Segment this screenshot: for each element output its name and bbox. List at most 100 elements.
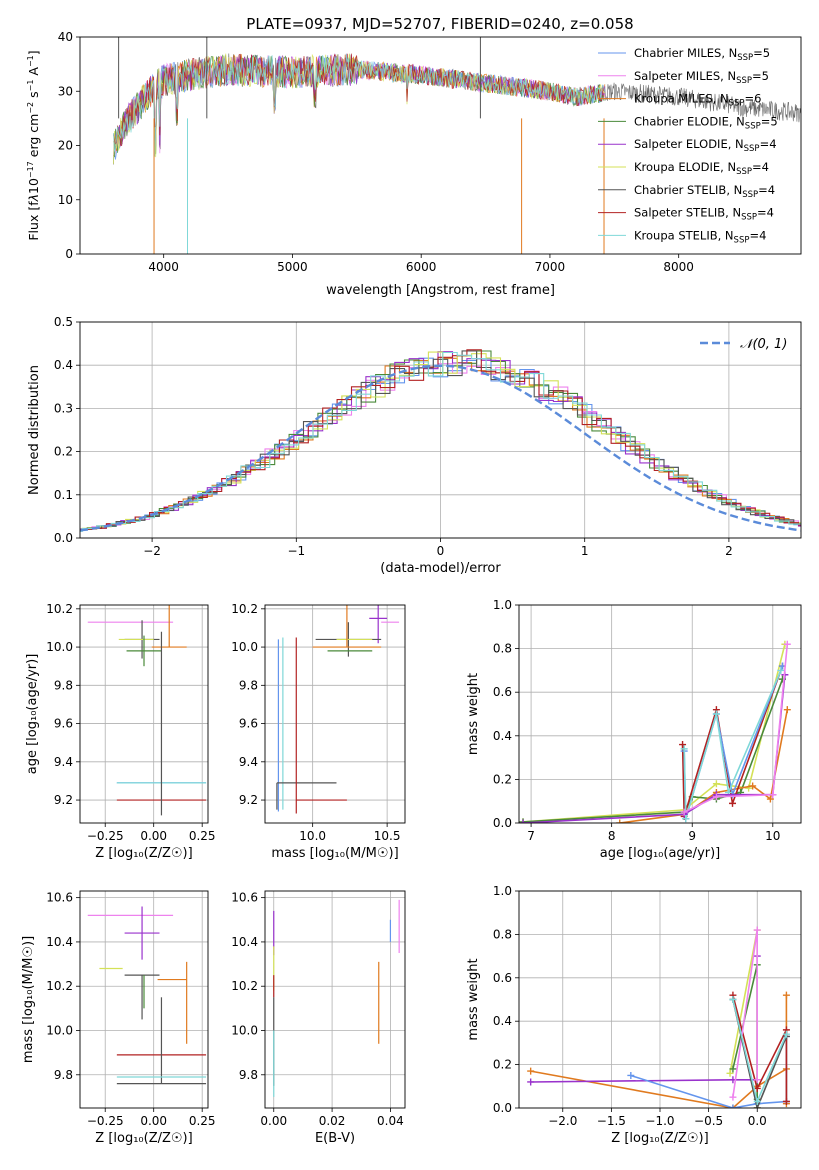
histogram-series <box>80 350 801 531</box>
weight-point-marker <box>783 706 791 714</box>
grid-lines <box>265 605 405 823</box>
y-tick-label: 0 <box>65 247 73 261</box>
weight-point-marker <box>712 793 720 801</box>
weight-point-marker <box>712 780 720 788</box>
y-tick-label: 9.6 <box>239 717 258 731</box>
legend-entry: Kroupa MILES, NSSP=6 <box>634 92 761 109</box>
y-tick-label: 0.8 <box>493 642 512 656</box>
weight-point-marker <box>783 640 791 648</box>
y-axis-label: mass weight <box>466 958 481 1040</box>
histogram-series <box>80 350 801 531</box>
axes-frame <box>79 890 209 1109</box>
y-tick-label: 0.3 <box>54 401 73 415</box>
x-tick-label: 0.02 <box>319 1114 346 1128</box>
weight-series-line <box>530 995 788 1108</box>
y-tick-label: 0.4 <box>54 358 73 372</box>
age-vs-mass-plot: 10.0 10.5 9.2 9.4 9.6 9.8 10.0 10.2 mass [log₁₀(… <box>231 602 406 861</box>
axes-frame <box>264 890 406 1109</box>
y-tick-label: 10.4 <box>231 935 258 949</box>
weight-series-line <box>530 956 758 1083</box>
x-axis-label: (data-model)/error <box>380 561 501 576</box>
y-tick-label: 0.8 <box>493 927 512 941</box>
y-tick-label: 0.5 <box>54 315 73 329</box>
mass-vs-ebv-plot: 0.00 0.02 0.04 9.8 10.0 10.2 10.4 10.6 E(B-V) <box>231 890 406 1146</box>
mass-weight-vs-age-plot: 7 8 9 10 0.0 0.2 0.4 0.6 0.8 1.0 age [log₁₀(age/yr… <box>466 598 802 861</box>
legend-entry: Salpeter ELODIE, NSSP=4 <box>634 137 777 154</box>
y-tick-label: 10.6 <box>231 891 258 905</box>
weight-point-marker <box>769 791 777 799</box>
weight-point-marker <box>729 1065 737 1073</box>
figure-title: PLATE=0937, MJD=52707, FIBERID=0240, z=0… <box>246 15 633 33</box>
y-tick-label: 10.2 <box>231 602 258 616</box>
y-tick-label: 0.6 <box>493 971 512 985</box>
y-tick-label: 1.0 <box>493 884 512 898</box>
weight-point-marker <box>753 1104 761 1108</box>
y-axis-label: mass weight <box>466 673 481 755</box>
y-tick-label: 10.0 <box>231 1024 258 1038</box>
x-tick-label: 10.5 <box>374 829 401 843</box>
weight-point-marker <box>729 1104 737 1108</box>
histogram-series <box>80 351 801 532</box>
x-tick-label: 8 <box>608 829 616 843</box>
y-axis-label: Normed distribution <box>27 365 42 495</box>
weight-point-marker <box>680 745 688 753</box>
weight-point-marker <box>745 784 753 792</box>
y-tick-label: 9.2 <box>54 793 73 807</box>
weight-point-marker <box>616 819 624 823</box>
weight-point-marker <box>627 1071 635 1079</box>
y-tick-label: 40 <box>58 30 73 44</box>
spectrum-plot: 4000 5000 6000 7000 8000 0 10 20 30 40 wavelength … <box>26 30 802 298</box>
x-tick-label: 0.00 <box>140 829 167 843</box>
weight-point-marker <box>782 991 790 999</box>
legend-entry: Chabrier ELODIE, NSSP=5 <box>634 114 778 131</box>
weight-point-marker <box>753 1076 761 1084</box>
x-tick-label: 2 <box>725 544 733 558</box>
y-tick-label: 10.2 <box>231 979 258 993</box>
legend-entry: Chabrier MILES, NSSP=5 <box>634 46 770 63</box>
x-axis-label: wavelength [Angstrom, rest frame] <box>326 283 555 298</box>
legend-entry: 𝒩(0, 1) <box>740 337 787 352</box>
y-tick-label: 0.4 <box>493 729 512 743</box>
weight-point-marker <box>729 799 737 807</box>
weight-point-marker <box>766 795 774 803</box>
y-tick-label: 0.6 <box>493 685 512 699</box>
x-tick-label: 10 <box>765 829 780 843</box>
weight-point-marker <box>753 926 761 934</box>
x-tick-label: 7 <box>527 829 535 843</box>
histogram-series <box>80 349 801 530</box>
weight-series-line <box>522 678 784 823</box>
weight-point-marker <box>749 782 757 790</box>
weight-point-marker <box>519 819 527 823</box>
x-tick-label: 7000 <box>535 260 566 274</box>
weight-series-line <box>619 709 789 823</box>
y-tick-label: 30 <box>58 84 73 98</box>
y-tick-label: 10.6 <box>46 891 73 905</box>
weight-point-marker <box>527 1067 535 1075</box>
weight-point-marker <box>729 996 737 1003</box>
plot-area <box>87 605 207 816</box>
plot-area <box>87 906 207 1085</box>
x-tick-label: 0.04 <box>377 1114 404 1128</box>
y-tick-label: 0.0 <box>493 1101 512 1115</box>
x-tick-label: −1.0 <box>645 1114 674 1128</box>
x-tick-label: 10.0 <box>299 829 326 843</box>
y-tick-label: 0.1 <box>54 488 73 502</box>
y-tick-label: 9.6 <box>54 717 73 731</box>
axes-frame <box>79 321 802 539</box>
axes-frame <box>518 890 802 1109</box>
y-tick-label: 10.0 <box>46 640 73 654</box>
y-tick-label: 10.4 <box>46 935 73 949</box>
plot-area <box>273 899 400 1097</box>
weight-series-line <box>732 994 788 1102</box>
axes-frame <box>518 604 802 824</box>
x-tick-label: 4000 <box>148 260 179 274</box>
weight-point-marker <box>782 1030 790 1038</box>
x-tick-label: −2 <box>143 544 161 558</box>
plot-area <box>527 926 790 1108</box>
y-tick-label: 0.2 <box>54 445 73 459</box>
axes-frame <box>264 604 406 824</box>
y-tick-label: 0.4 <box>493 1014 512 1028</box>
weight-point-marker <box>753 1097 761 1105</box>
y-tick-label: 9.8 <box>54 1068 73 1082</box>
